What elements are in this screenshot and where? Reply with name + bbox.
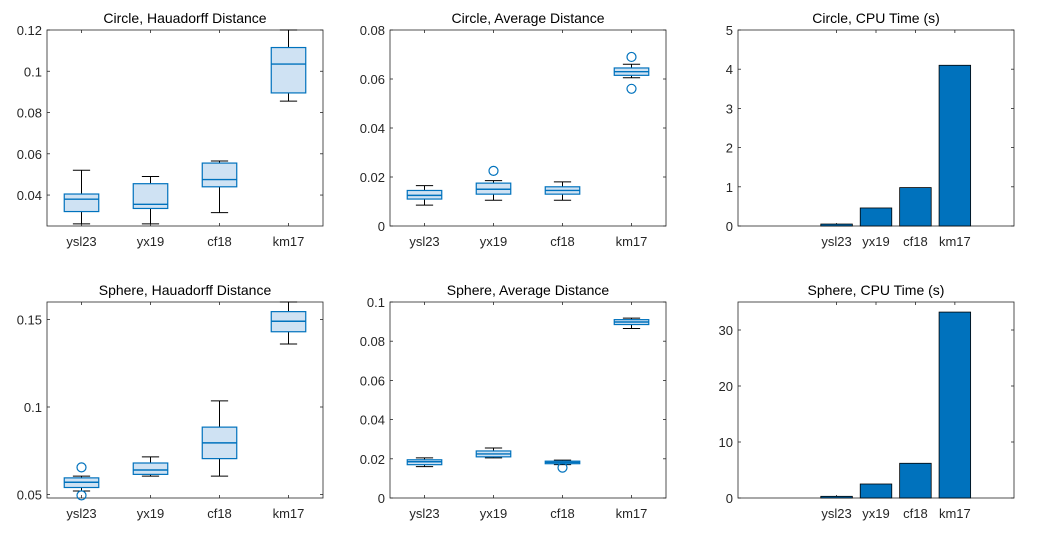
panel-circle-hausdorff: Circle, Hauadorff Distance 0.04 0.06 0.08 0.… xyxy=(17,10,324,249)
chart-title: Sphere, Average Distance xyxy=(447,282,610,298)
y-tick-label: 0.1 xyxy=(24,64,42,79)
x-tick-label: ysl23 xyxy=(66,234,96,249)
bar xyxy=(899,462,932,499)
y-tick-label: 5 xyxy=(726,23,733,38)
box xyxy=(132,462,169,475)
outlier-point xyxy=(76,462,87,473)
bar xyxy=(859,483,893,499)
x-tick-label: km17 xyxy=(273,234,305,249)
box xyxy=(63,193,100,213)
y-tick-label: 0.06 xyxy=(360,373,385,388)
x-tick-label: km17 xyxy=(939,506,971,521)
axes-frame xyxy=(737,301,1015,499)
panel-circle-average: Circle, Average Distance 0 0.02 0.04 0.06 0.0… xyxy=(360,10,667,249)
x-tick-label: cf18 xyxy=(550,506,575,521)
y-tick-label: 3 xyxy=(726,101,733,116)
chart-title: Circle, Hauadorff Distance xyxy=(103,10,266,26)
panel-circle-cpu-time: Circle, CPU Time (s) 0 1 2 3 4 5 ysl23 yx19 cf18 k… xyxy=(726,10,1015,249)
axes-frame xyxy=(46,301,324,499)
y-tick-label: 0.04 xyxy=(360,413,385,428)
x-tick-label: yx19 xyxy=(137,506,164,521)
y-tick-label: 30 xyxy=(719,323,733,338)
y-tick-label: 4 xyxy=(726,62,733,77)
x-tick-label: cf18 xyxy=(550,234,575,249)
y-tick-label: 0 xyxy=(378,219,385,234)
bar xyxy=(820,495,853,499)
x-tick-label: ysl23 xyxy=(66,506,96,521)
x-tick-label: yx19 xyxy=(862,234,889,249)
x-tick-label: km17 xyxy=(273,506,305,521)
box xyxy=(270,46,307,94)
x-tick-label: cf18 xyxy=(207,234,232,249)
y-tick-label: 0.1 xyxy=(367,295,385,310)
x-tick-label: cf18 xyxy=(903,506,928,521)
x-tick-label: km17 xyxy=(616,506,648,521)
y-tick-label: 10 xyxy=(719,435,733,450)
x-tick-label: yx19 xyxy=(862,506,889,521)
y-tick-label: 0.08 xyxy=(360,334,385,349)
y-tick-label: 0.06 xyxy=(360,72,385,87)
y-tick-label: 0.02 xyxy=(360,452,385,467)
y-tick-label: 0.06 xyxy=(17,147,42,162)
x-tick-label: ysl23 xyxy=(409,506,439,521)
y-tick-label: 0 xyxy=(378,491,385,506)
y-tick-label: 0.15 xyxy=(17,313,42,328)
y-tick-label: 0.04 xyxy=(360,121,385,136)
chart-title: Sphere, CPU Time (s) xyxy=(808,282,945,298)
y-tick-label: 20 xyxy=(719,379,733,394)
bar xyxy=(820,223,853,227)
y-tick-label: 0 xyxy=(726,491,733,506)
x-tick-label: yx19 xyxy=(137,234,164,249)
outlier-point xyxy=(626,51,637,63)
outlier-point xyxy=(557,462,568,473)
axes-frame xyxy=(737,29,1015,227)
outlier-point xyxy=(626,83,637,94)
bar xyxy=(859,207,893,227)
x-tick-label: yx19 xyxy=(480,234,507,249)
y-tick-label: 2 xyxy=(726,141,733,156)
bar xyxy=(938,311,972,499)
x-tick-label: km17 xyxy=(939,234,971,249)
y-tick-label: 0.08 xyxy=(360,23,385,38)
outlier-point xyxy=(488,165,499,176)
y-tick-label: 0.12 xyxy=(17,23,42,38)
y-tick-label: 0.05 xyxy=(17,488,42,503)
y-tick-label: 0.08 xyxy=(17,106,42,121)
y-tick-label: 0.1 xyxy=(24,400,42,415)
panel-sphere-cpu-time: Sphere, CPU Time (s) 0 10 20 30 ysl23 yx19 cf18… xyxy=(719,282,1015,521)
y-tick-label: 1 xyxy=(726,180,733,195)
y-tick-label: 0.04 xyxy=(17,188,42,203)
panel-sphere-average: Sphere, Average Distance 0 0.02 0.04 0.06 0.0… xyxy=(360,282,667,521)
x-tick-label: yx19 xyxy=(480,506,507,521)
bar xyxy=(899,187,932,227)
y-tick-label: 0 xyxy=(726,219,733,234)
y-tick-label: 0.02 xyxy=(360,170,385,185)
outlier-point xyxy=(76,490,87,501)
panel-sphere-hausdorff: Sphere, Hauadorff Distance 0.05 0.1 0.15 ysl… xyxy=(17,282,324,521)
chart-title: Sphere, Hauadorff Distance xyxy=(99,282,272,298)
x-tick-label: cf18 xyxy=(207,506,232,521)
box xyxy=(201,162,238,188)
chart-title: Circle, CPU Time (s) xyxy=(812,10,940,26)
chart-title: Circle, Average Distance xyxy=(451,10,604,26)
x-tick-label: ysl23 xyxy=(821,234,851,249)
x-tick-label: km17 xyxy=(616,234,648,249)
bar xyxy=(938,64,972,227)
x-tick-label: ysl23 xyxy=(409,234,439,249)
axes-frame xyxy=(389,301,667,499)
x-tick-label: cf18 xyxy=(903,234,928,249)
x-tick-label: ysl23 xyxy=(821,506,851,521)
axes-frame xyxy=(46,29,324,227)
